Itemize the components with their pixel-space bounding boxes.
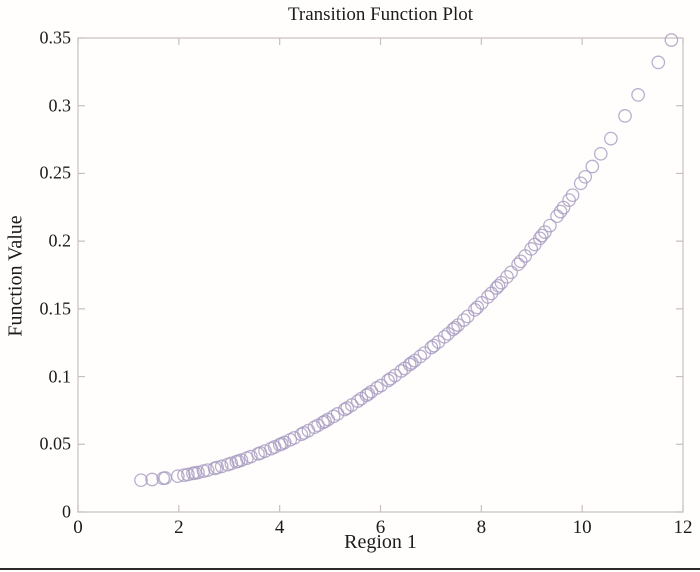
scatter-point [651, 55, 666, 70]
scatter-point [631, 88, 645, 102]
scatter-point [513, 254, 528, 269]
scatter-point [467, 302, 482, 317]
x-tick-label: 6 [375, 517, 386, 538]
scatter-point [543, 218, 557, 233]
scatter-point [585, 159, 600, 174]
x-tick-label: 4 [274, 517, 285, 538]
x-tick-label: 0 [73, 517, 83, 538]
scatter-point [145, 472, 159, 487]
scatter-point [294, 427, 309, 442]
scatter-point [318, 414, 332, 429]
y-tick-label: 0.25 [39, 162, 72, 183]
scatter-point [593, 146, 608, 161]
scatter-point [200, 463, 215, 478]
scatter-point [214, 459, 229, 474]
scatter-point [460, 309, 475, 324]
scatter-point [381, 373, 395, 388]
scatter-point [500, 269, 514, 284]
scatter-point [383, 371, 398, 386]
y-tick-label: 0.2 [48, 230, 72, 251]
scatter-point [448, 320, 462, 335]
scatter-point [330, 407, 345, 421]
scatter-point [550, 209, 564, 224]
y-tick-label: 0.3 [48, 95, 72, 116]
x-tick-label: 8 [476, 517, 487, 538]
plot-border [77, 37, 684, 513]
scatter-point [437, 329, 452, 344]
y-tick-label: 0 [62, 501, 71, 522]
scatter-point [456, 313, 471, 327]
scatter-point [287, 431, 302, 445]
scatter-point [404, 356, 419, 370]
scatter-point [553, 204, 568, 219]
scatter-point [244, 449, 258, 464]
scatter-point [511, 257, 525, 272]
scatter-point [337, 402, 352, 417]
y-tick-label: 0.35 [39, 27, 72, 48]
chart-title: Transition Function Plot [287, 4, 474, 25]
scatter-point [534, 228, 549, 243]
scatter-point [618, 109, 632, 123]
scatter-point [307, 420, 322, 435]
scatter-point [578, 169, 593, 184]
y-tick-label: 0.1 [48, 366, 72, 387]
scatter-point [181, 467, 195, 482]
scatter-point [170, 469, 185, 484]
scatter-point [489, 281, 504, 295]
y-tick-label: 0.15 [39, 298, 72, 319]
scatter-point [481, 290, 495, 304]
scatter-point [370, 381, 384, 395]
scatter-point [470, 300, 485, 315]
bottom-border-line [0, 568, 700, 570]
scatter-point [504, 265, 518, 280]
scatter-point [326, 409, 341, 424]
scatter-point [374, 378, 388, 393]
x-tick-label: 10 [572, 517, 592, 538]
scatter-point [446, 322, 460, 337]
y-tick-label: 0.05 [39, 433, 72, 454]
scatter-point [664, 33, 679, 47]
scatter-point [191, 465, 205, 480]
scatter-point [604, 131, 618, 146]
scatter-point [394, 364, 409, 378]
x-tick-label: 2 [174, 517, 184, 538]
scatter-point [565, 188, 580, 203]
scatter-point [491, 278, 506, 293]
x-tick-label: 12 [673, 517, 693, 538]
scatter-point [234, 453, 249, 467]
scatter-point [524, 242, 539, 256]
scatter-point [134, 473, 148, 488]
scatter-point [258, 444, 272, 458]
scatter-point [413, 349, 428, 364]
x-axis-label: Region 1 [344, 531, 417, 553]
scatter-point [484, 286, 499, 301]
scatter-point [427, 338, 441, 353]
